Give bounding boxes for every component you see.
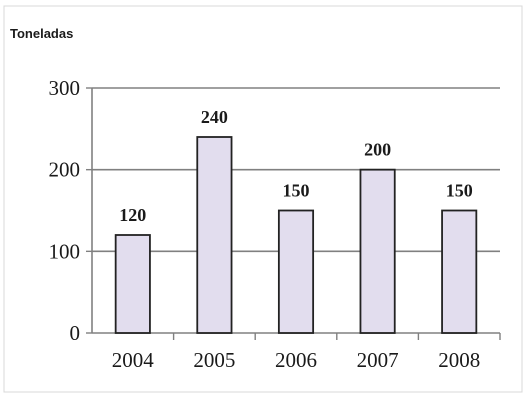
bar-2008 xyxy=(441,209,478,334)
data-label-2006: 150 xyxy=(283,181,310,201)
bar-2007 xyxy=(359,168,396,334)
y-axis-label: Toneladas xyxy=(10,26,73,41)
tick-labels: 0 100 200 300 2004 2005 2006 2007 2008 xyxy=(49,76,481,372)
data-label-2005: 240 xyxy=(201,107,228,127)
y-tick-label: 200 xyxy=(49,158,81,182)
x-tick-label-2008: 2008 xyxy=(438,348,480,372)
data-labels: 120 240 150 200 150 xyxy=(119,107,472,225)
bar-2004 xyxy=(114,234,151,334)
data-label-2007: 200 xyxy=(364,140,391,160)
data-label-2004: 120 xyxy=(119,205,146,225)
bar-2005 xyxy=(196,136,233,334)
bars xyxy=(114,136,478,334)
chart-frame xyxy=(3,5,523,393)
bar-2006 xyxy=(277,209,315,334)
x-tick-label-2005: 2005 xyxy=(193,348,235,372)
y-tick-label: 300 xyxy=(49,76,81,100)
data-label-2008: 150 xyxy=(446,181,473,201)
y-tick-label: 0 xyxy=(70,321,81,345)
x-tick-label-2006: 2006 xyxy=(275,348,317,372)
y-tick-label: 100 xyxy=(49,239,81,263)
x-tick-label-2007: 2007 xyxy=(357,348,399,372)
x-tick-label-2004: 2004 xyxy=(112,348,155,372)
